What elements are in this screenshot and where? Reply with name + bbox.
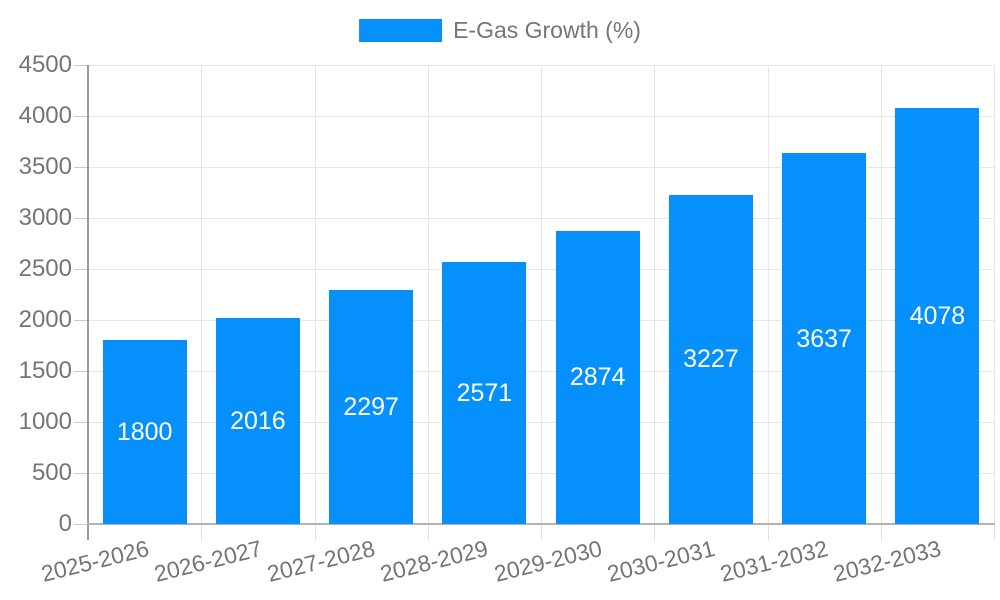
x-axis-tick <box>994 524 995 540</box>
gridline-vertical <box>201 65 203 524</box>
y-axis-tick <box>74 167 88 168</box>
bar-value-label: 2571 <box>456 378 513 407</box>
gridline-vertical <box>654 65 656 524</box>
gridline-vertical <box>767 65 769 524</box>
bar <box>895 108 980 524</box>
bar-value-label: 3637 <box>796 324 852 353</box>
y-axis-tick <box>74 371 88 372</box>
y-tick-label: 4000 <box>18 102 72 129</box>
y-tick-label: 500 <box>31 459 72 486</box>
y-tick-label: 2500 <box>18 255 72 282</box>
bar-value-label: 2874 <box>569 363 626 392</box>
bar <box>555 230 640 524</box>
bar <box>442 261 527 524</box>
y-tick-label: 1000 <box>18 408 72 435</box>
bar-value-label: 1800 <box>116 418 173 447</box>
bar <box>329 289 414 524</box>
bar <box>782 153 867 524</box>
gridline-vertical <box>541 65 542 524</box>
bar <box>215 318 300 524</box>
y-axis-tick <box>74 524 88 525</box>
y-tick-label: 3000 <box>18 204 72 231</box>
y-axis-tick <box>74 269 88 270</box>
y-axis-tick <box>74 65 88 66</box>
y-axis-tick <box>74 218 88 219</box>
x-axis-tick <box>427 524 429 540</box>
gridline-vertical <box>880 65 882 524</box>
gridline-vertical <box>427 65 429 524</box>
bar <box>102 340 187 524</box>
y-axis-tick <box>74 473 88 474</box>
x-axis-baseline <box>87 523 995 525</box>
y-axis-line <box>87 65 89 540</box>
y-axis-tick <box>74 116 88 117</box>
y-tick-label: 3500 <box>18 153 72 180</box>
gridline-vertical <box>314 65 316 524</box>
x-axis-tick <box>880 524 882 540</box>
y-tick-label: 2000 <box>18 306 72 333</box>
bar-value-label: 2297 <box>343 392 399 421</box>
bar-value-label: 2016 <box>230 407 286 436</box>
legend-label: E-Gas Growth (%) <box>453 17 641 43</box>
legend-swatch <box>359 19 443 42</box>
y-tick-label: 0 <box>58 510 72 537</box>
gridline-vertical <box>994 65 995 524</box>
x-axis-tick <box>767 524 769 540</box>
bar-value-label: 4078 <box>909 302 966 331</box>
bar <box>668 194 753 524</box>
y-axis-tick <box>74 320 88 321</box>
x-axis-tick <box>201 524 203 540</box>
y-tick-label: 1500 <box>18 357 72 384</box>
x-axis-tick <box>541 524 542 540</box>
x-axis-tick <box>654 524 656 540</box>
bar-value-label: 3227 <box>683 345 739 374</box>
y-axis-tick <box>74 422 88 423</box>
legend: E-Gas Growth (%) <box>359 17 641 44</box>
y-tick-label: 4500 <box>18 51 72 78</box>
x-axis-tick <box>314 524 316 540</box>
